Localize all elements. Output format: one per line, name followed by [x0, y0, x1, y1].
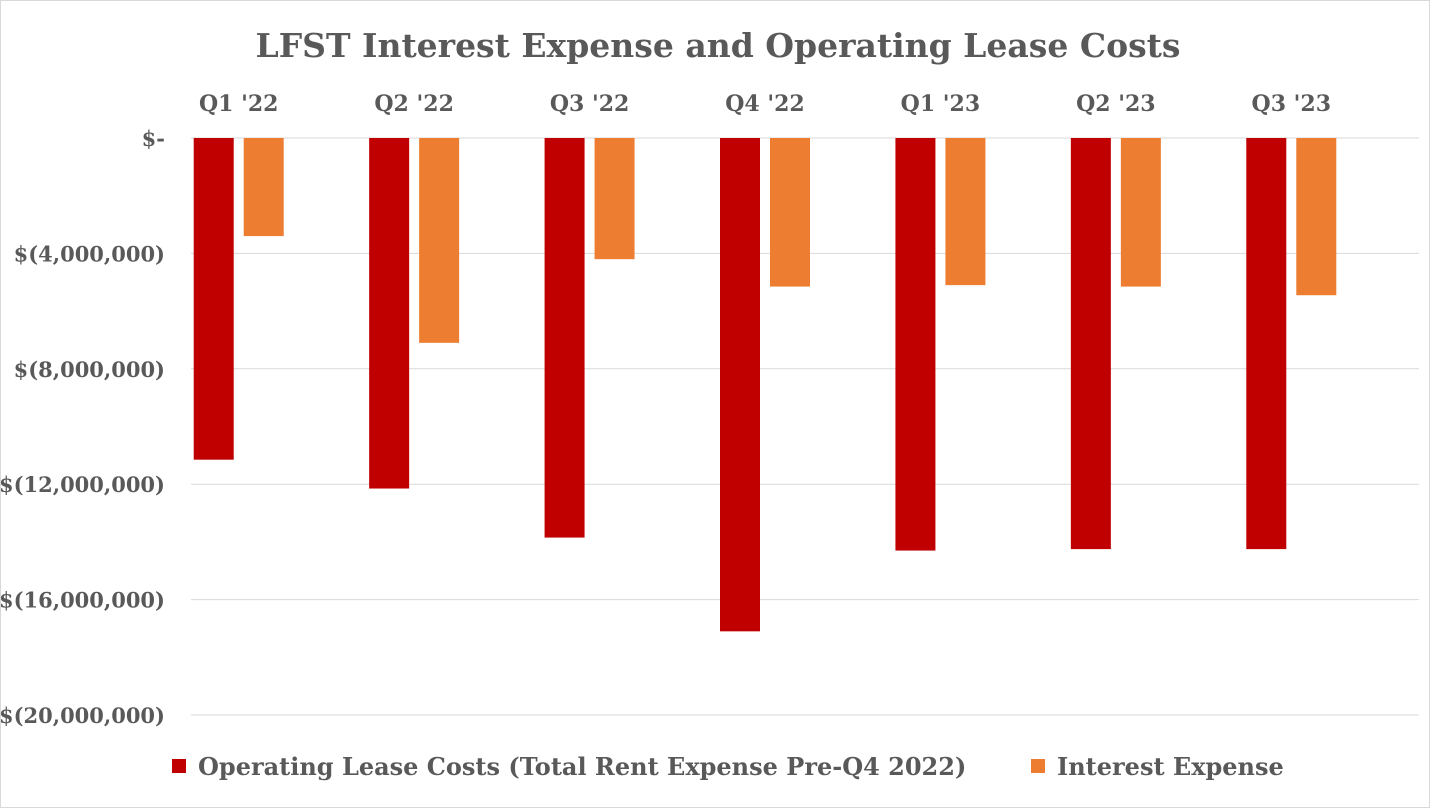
bar-interest-expense	[594, 138, 635, 260]
bar-interest-expense	[770, 138, 810, 287]
y-tick-label: $-	[142, 126, 165, 151]
bar-operating-lease	[895, 138, 936, 551]
category-label: Q1 '23	[901, 91, 980, 117]
bar-operating-lease	[369, 138, 410, 489]
bar-operating-lease	[720, 138, 760, 632]
bar-interest-expense	[945, 138, 986, 286]
category-label: Q4 '22	[725, 91, 804, 117]
y-axis-ticks: $- $(4,000,000) $(8,000,000) $(12,000,000) $…	[1, 126, 165, 728]
bar-interest-expense	[1296, 138, 1337, 296]
bar-operating-lease	[1246, 138, 1287, 550]
chart-title: LFST Interest Expense and Operating Leas…	[256, 26, 1181, 65]
y-tick-label: $(4,000,000)	[14, 241, 165, 266]
legend-label: Operating Lease Costs (Total Rent Expens…	[198, 752, 966, 781]
y-tick-label: $(12,000,000)	[1, 472, 165, 497]
legend-swatch	[1031, 759, 1045, 773]
y-tick-label: $(20,000,000)	[1, 703, 165, 728]
bar-interest-expense	[1120, 138, 1161, 287]
bar-operating-lease	[193, 138, 234, 460]
bar-interest-expense	[419, 138, 460, 343]
y-tick-label: $(8,000,000)	[14, 357, 165, 382]
category-label: Q2 '22	[374, 91, 453, 117]
category-label: Q3 '23	[1252, 91, 1331, 117]
bar-operating-lease	[544, 138, 585, 538]
category-labels: Q1 '22 Q2 '22 Q3 '22 Q4 '22 Q1 '23 Q2 '23 Q3 '…	[199, 91, 1331, 117]
legend-label: Interest Expense	[1057, 752, 1284, 781]
bar-operating-lease	[1070, 138, 1111, 550]
category-label: Q1 '22	[199, 91, 278, 117]
legend-swatch	[172, 759, 186, 773]
category-label: Q2 '23	[1076, 91, 1155, 117]
y-tick-label: $(16,000,000)	[1, 588, 165, 613]
category-label: Q3 '22	[550, 91, 629, 117]
bars	[193, 138, 1337, 632]
legend: Operating Lease Costs (Total Rent Expens…	[172, 752, 1284, 781]
bar-interest-expense	[243, 138, 284, 237]
